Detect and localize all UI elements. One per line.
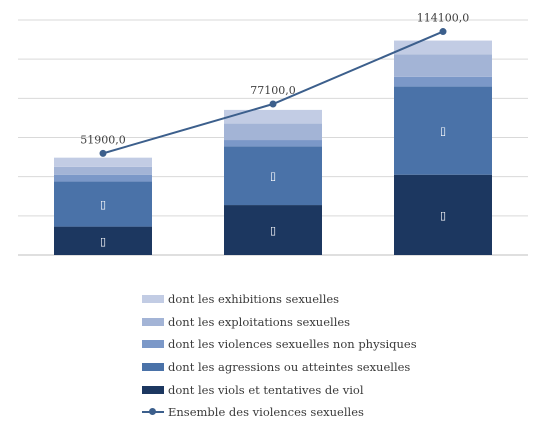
- bar-segment-2023-series-3: [394, 76, 492, 87]
- bar-segment-2020-series-4: [224, 123, 322, 141]
- legend-swatch: [142, 340, 164, 349]
- bar-segment-2023-series-5: [394, 40, 492, 55]
- legend-swatch: [142, 363, 164, 372]
- legend-label: Ensemble des violences sexuelles: [168, 405, 364, 420]
- bar-segment-2020-series-1: [224, 205, 322, 255]
- bar-segment-2016-series-4: [54, 166, 152, 175]
- legend-item: dont les exhibitions sexuelles: [142, 288, 417, 311]
- legend-swatch: [142, 407, 164, 417]
- legend-item: dont les exploitations sexuelles: [142, 311, 417, 334]
- legend: dont les exhibitions sexuelles dont les e…: [142, 288, 417, 424]
- total-line-point-2016: [99, 149, 107, 157]
- total-line-point-2020: [269, 100, 277, 108]
- total-line-label-2020: 77100,0: [250, 84, 296, 97]
- legend-item: dont les viols et tentatives de viol: [142, 378, 417, 401]
- total-line-point-2023: [439, 28, 447, 36]
- bar-segment-2023-series-4: [394, 54, 492, 77]
- legend-label: dont les agressions ou atteintes sexuell…: [168, 360, 411, 375]
- legend-label: dont les viols et tentatives de viol: [168, 382, 364, 397]
- bar-segment-label: ▯: [100, 198, 106, 211]
- legend-item: dont les agressions ou atteintes sexuell…: [142, 356, 417, 379]
- bar-segment-2020-series-2: [224, 146, 322, 206]
- bar-segment-label: ▯: [100, 235, 106, 248]
- legend-item: Ensemble des violences sexuelles: [142, 401, 417, 424]
- bar-segment-2016-series-2: [54, 181, 152, 227]
- legend-swatch: [142, 385, 164, 394]
- bar-segment-2016-series-5: [54, 157, 152, 167]
- total-line-label-2016: 51900,0: [80, 133, 126, 146]
- total-line-label-2023: 114100,0: [417, 12, 470, 25]
- bar-segment-2016-series-3: [54, 174, 152, 182]
- bar-segment-2023-series-2: [394, 86, 492, 175]
- bar-segment-label: ▯: [440, 209, 446, 222]
- bar-segment-2023-series-1: [394, 174, 492, 255]
- bar-segment-label: ▯: [270, 170, 276, 183]
- bar-segment-label: ▯: [270, 224, 276, 237]
- bar-segment-2020-series-3: [224, 140, 322, 147]
- legend-label: dont les violences sexuelles non physiqu…: [168, 337, 417, 352]
- bar-segment-2016-series-1: [54, 226, 152, 255]
- legend-swatch: [142, 317, 164, 326]
- bar-segment-2020-series-5: [224, 109, 322, 124]
- legend-swatch: [142, 295, 164, 304]
- legend-label: dont les exhibitions sexuelles: [168, 292, 340, 307]
- legend-label: dont les exploitations sexuelles: [168, 314, 351, 329]
- legend-item: dont les violences sexuelles non physiqu…: [142, 333, 417, 356]
- bar-segment-label: ▯: [440, 125, 446, 138]
